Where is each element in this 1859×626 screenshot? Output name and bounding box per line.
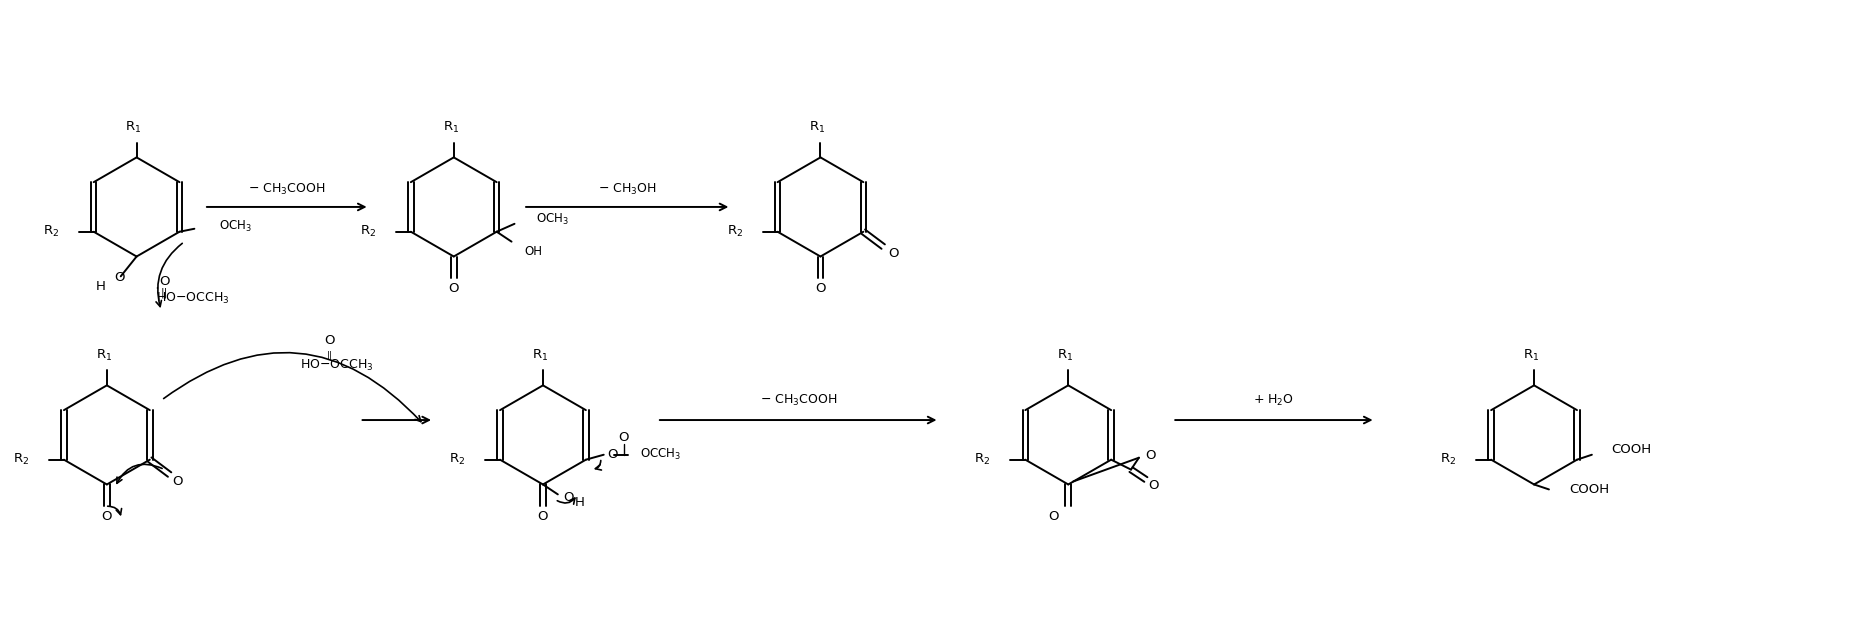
- Text: OCH$_3$: OCH$_3$: [219, 219, 253, 234]
- Text: R$_2$: R$_2$: [361, 224, 376, 239]
- Text: O: O: [1149, 479, 1158, 492]
- Text: O: O: [1048, 510, 1058, 523]
- Text: H: H: [574, 496, 584, 509]
- Text: R$_2$: R$_2$: [727, 224, 744, 239]
- Text: R$_2$: R$_2$: [450, 452, 465, 467]
- Text: O: O: [537, 510, 548, 523]
- Text: O: O: [608, 448, 619, 461]
- Text: OH: OH: [524, 245, 543, 258]
- Text: O: O: [325, 334, 335, 347]
- Text: $-$ CH$_3$COOH: $-$ CH$_3$COOH: [760, 393, 837, 408]
- Text: OCCH$_3$: OCCH$_3$: [639, 447, 682, 462]
- Text: OCH$_3$: OCH$_3$: [537, 212, 569, 227]
- Text: O: O: [113, 271, 125, 284]
- Text: O: O: [160, 275, 169, 288]
- Text: $-$ CH$_3$COOH: $-$ CH$_3$COOH: [247, 182, 325, 197]
- Text: R$_1$: R$_1$: [532, 348, 548, 363]
- Text: R$_1$: R$_1$: [125, 120, 141, 135]
- Text: COOH: COOH: [1569, 483, 1608, 496]
- Text: $-$ CH$_3$OH: $-$ CH$_3$OH: [599, 182, 656, 197]
- Text: O: O: [102, 510, 112, 523]
- Text: O: O: [448, 282, 459, 295]
- Text: R$_1$: R$_1$: [1058, 348, 1073, 363]
- Text: HO$-$OCCH$_3$: HO$-$OCCH$_3$: [299, 358, 374, 373]
- Text: O: O: [173, 475, 182, 488]
- Text: O: O: [619, 431, 628, 444]
- Text: ||: ||: [327, 351, 333, 360]
- Text: ||: ||: [160, 287, 167, 298]
- Text: O: O: [816, 282, 825, 295]
- Text: R$_1$: R$_1$: [95, 348, 112, 363]
- Text: HO$-$OCCH$_3$: HO$-$OCCH$_3$: [156, 290, 231, 305]
- Text: R$_1$: R$_1$: [442, 120, 459, 135]
- Text: H: H: [97, 280, 106, 293]
- Text: O: O: [889, 247, 898, 260]
- Text: O: O: [1145, 449, 1156, 462]
- Text: R$_2$: R$_2$: [13, 452, 30, 467]
- Text: R$_2$: R$_2$: [974, 452, 991, 467]
- Text: R$_2$: R$_2$: [43, 224, 59, 239]
- Text: $+$ H$_2$O: $+$ H$_2$O: [1253, 393, 1294, 408]
- Text: R$_1$: R$_1$: [1523, 348, 1539, 363]
- Text: R$_1$: R$_1$: [809, 120, 825, 135]
- Text: R$_2$: R$_2$: [1441, 452, 1456, 467]
- Text: O: O: [563, 491, 573, 504]
- Text: COOH: COOH: [1612, 443, 1653, 456]
